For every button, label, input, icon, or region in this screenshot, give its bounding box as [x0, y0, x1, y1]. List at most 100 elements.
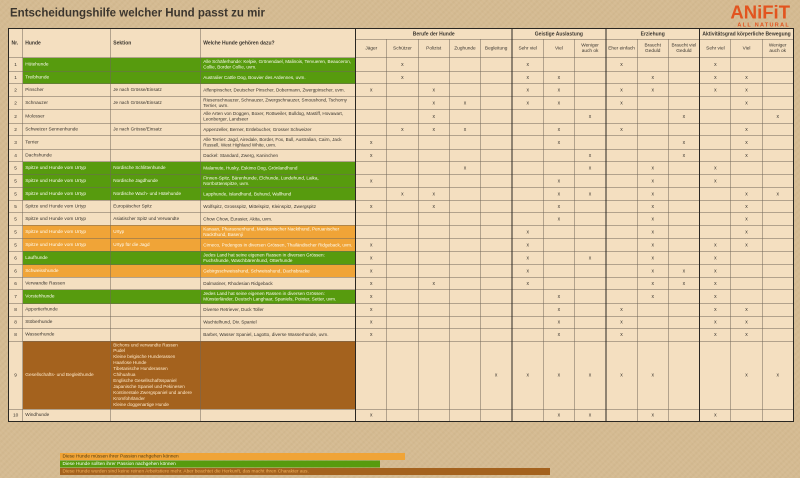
- mark-cell: [574, 225, 607, 240]
- mark-cell: [417, 264, 450, 278]
- mark-cell: [417, 315, 450, 329]
- mark-cell: x: [449, 123, 481, 137]
- mark-cell: x: [542, 187, 575, 201]
- mark-cell: [574, 135, 607, 150]
- mark-cell: [574, 96, 607, 111]
- mark-cell: [386, 251, 419, 266]
- mark-cell: [386, 109, 419, 124]
- legend-item-should: Diese Hunde sollten ihrer Passion nachge…: [60, 460, 380, 468]
- mark-cell: x: [574, 408, 607, 422]
- mark-cell: x: [355, 328, 388, 342]
- mark-cell: [605, 161, 638, 175]
- mark-cell: x: [542, 340, 575, 410]
- mark-cell: [480, 57, 513, 72]
- mark-cell: [449, 83, 481, 97]
- mark-cell: [574, 212, 607, 226]
- mark-cell: x: [636, 264, 669, 278]
- mark-cell: x: [605, 123, 638, 137]
- cell-nr: 9: [8, 340, 23, 410]
- cell-hunde: Gesellschafts- und Begleithunde: [22, 340, 111, 410]
- mark-cell: [668, 187, 700, 201]
- mark-cell: [449, 408, 481, 422]
- cell-hunde: Molosser: [22, 109, 111, 124]
- mark-cell: [636, 57, 669, 72]
- cell-sektion: Je nach Grösse/Einsatz: [110, 83, 201, 97]
- mark-cell: [668, 57, 700, 72]
- mark-cell: x: [417, 277, 450, 291]
- mark-cell: x: [636, 251, 669, 266]
- mark-cell: [668, 251, 700, 266]
- cell-welche: Alle Schäferhunde: Kelpie, Grönendael, M…: [200, 57, 356, 72]
- table-row: 5 Spitze und Hunde vom Urtyp Nordische Sch…: [8, 161, 794, 175]
- mark-cell: x: [730, 135, 763, 150]
- mark-cell: x: [417, 109, 450, 124]
- mark-cell: [417, 174, 450, 189]
- mark-cell: x: [699, 57, 732, 72]
- mark-cell: x: [542, 328, 575, 342]
- mark-cell: [355, 123, 388, 137]
- mark-cell: [417, 238, 450, 252]
- mark-cell: [605, 187, 638, 201]
- mark-cell: [574, 174, 607, 189]
- mark-cell: [761, 328, 794, 342]
- mark-cell: [511, 149, 544, 163]
- cell-sektion: Nordische Jagdhunde: [110, 174, 201, 189]
- page-title: Entscheidungshilfe welcher Hund passt zu…: [10, 6, 265, 19]
- mark-cell: [511, 135, 544, 150]
- cell-hunde: Laufhunde: [22, 251, 111, 266]
- cell-welche: [200, 408, 356, 422]
- header-group-row: Nr. Hunde Sektion Welche Hunde gehören dazu…: [8, 28, 794, 58]
- mark-cell: [355, 109, 388, 124]
- cell-welche: Dackel: Standard, Zwerg, Kaninchen: [200, 149, 356, 163]
- mark-cell: [386, 238, 419, 252]
- mark-cell: [761, 161, 794, 175]
- mark-cell: [730, 57, 763, 72]
- cell-sektion: Nordische Schlittenhunde: [110, 161, 201, 175]
- mark-cell: x: [355, 277, 388, 291]
- mark-cell: [386, 149, 419, 163]
- mark-cell: x: [542, 96, 575, 111]
- mark-cell: x: [636, 200, 669, 214]
- cell-welche: Appenzeller, Berner, Entlebucher, Grosse…: [200, 123, 356, 137]
- mark-cell: [636, 109, 669, 124]
- mark-cell: [449, 303, 481, 317]
- cell-hunde: Schweizer Sennenhunde: [22, 123, 111, 137]
- mark-cell: x: [574, 161, 607, 175]
- mark-cell: [480, 149, 513, 163]
- mark-cell: x: [668, 264, 700, 278]
- cell-nr: 6: [8, 264, 23, 278]
- mark-cell: [605, 238, 638, 252]
- mark-cell: x: [574, 187, 607, 201]
- mark-cell: x: [761, 109, 794, 124]
- cell-hunde: Spitze und Hunde vom Urtyp: [22, 225, 111, 240]
- mark-cell: [636, 149, 669, 163]
- cell-welche: [200, 340, 356, 410]
- mark-cell: x: [761, 340, 794, 410]
- mark-cell: [668, 96, 700, 111]
- mark-cell: [355, 212, 388, 226]
- mark-cell: [449, 174, 481, 189]
- cell-welche: Australier Cattle Dog, Bouvier des Arden…: [200, 71, 356, 85]
- mark-cell: [386, 96, 419, 111]
- mark-cell: [699, 225, 732, 240]
- mark-cell: [636, 135, 669, 150]
- mark-cell: x: [730, 328, 763, 342]
- cell-hunde: Vorstehhunde: [22, 289, 111, 304]
- mark-cell: x: [511, 57, 544, 72]
- mark-cell: x: [574, 109, 607, 124]
- mark-cell: x: [730, 315, 763, 329]
- mark-cell: x: [730, 149, 763, 163]
- mark-cell: [730, 251, 763, 266]
- mark-cell: x: [699, 174, 732, 189]
- cell-welche: Jedes Land hat seine eigenen Rassen in d…: [200, 289, 356, 304]
- cell-sektion: Urtyp: [110, 225, 201, 240]
- mark-cell: x: [699, 251, 732, 266]
- mark-cell: [542, 109, 575, 124]
- mark-cell: [761, 289, 794, 304]
- mark-cell: [449, 187, 481, 201]
- mark-cell: x: [386, 123, 419, 137]
- mark-cell: x: [355, 408, 388, 422]
- mark-cell: x: [355, 174, 388, 189]
- mark-cell: [761, 149, 794, 163]
- mark-cell: x: [542, 315, 575, 329]
